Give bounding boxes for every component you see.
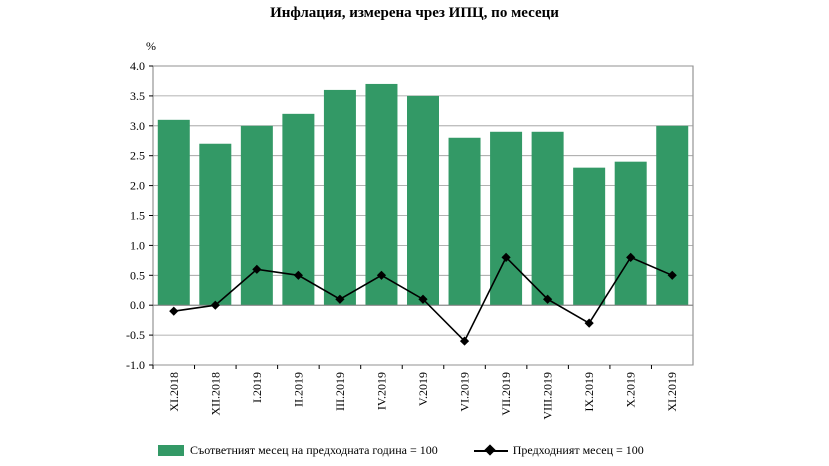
x-tick-label: II.2019 xyxy=(291,372,305,407)
line-point xyxy=(376,270,387,280)
line-point xyxy=(210,300,220,310)
legend-label-bars: Съответният месец на предходната година … xyxy=(190,443,438,457)
bar xyxy=(323,89,356,306)
legend: Съответният месец на предходната година … xyxy=(158,443,680,458)
x-tick-label: IX.2019 xyxy=(582,372,596,412)
line-point xyxy=(169,306,179,316)
y-tick-label: 4.0 xyxy=(130,59,145,73)
y-tick-label: 0.5 xyxy=(130,268,145,282)
line-point xyxy=(501,252,511,262)
x-tick-label: X.2019 xyxy=(624,372,638,408)
bar xyxy=(199,143,232,306)
legend-label-line: Предходният месец = 100 xyxy=(512,443,644,457)
legend-item-bars: Съответният месец на предходната година … xyxy=(158,443,438,458)
x-tick-label: I.2019 xyxy=(250,372,264,403)
line-point xyxy=(459,336,470,346)
legend-symbol-line xyxy=(473,443,508,457)
x-tick-label: VI.2019 xyxy=(458,372,472,412)
bar xyxy=(490,131,523,306)
x-tick-label: V.2019 xyxy=(416,372,430,406)
y-tick-label: 3.0 xyxy=(130,119,145,133)
x-tick-label: VII.2019 xyxy=(499,372,513,416)
bar xyxy=(448,137,481,306)
legend-swatch-bars xyxy=(158,445,184,456)
bar xyxy=(157,119,190,306)
line-point xyxy=(626,252,636,262)
y-tick-label: 1.5 xyxy=(130,209,145,223)
bar xyxy=(407,95,439,306)
bar xyxy=(365,83,398,306)
y-tick-label: 0.0 xyxy=(130,298,145,312)
y-tick-label: 2.5 xyxy=(130,149,145,163)
bar xyxy=(240,125,273,306)
line-point xyxy=(543,294,553,304)
line-point xyxy=(293,270,303,280)
y-tick-label: -1.0 xyxy=(126,358,145,372)
x-tick-label: XI.2019 xyxy=(665,372,679,412)
y-axis-unit: % xyxy=(146,39,156,53)
bar xyxy=(531,131,564,306)
line-point xyxy=(335,294,345,304)
legend-item-line: Предходният месец = 100 xyxy=(473,443,644,458)
line-point xyxy=(584,318,594,328)
x-tick-label: III.2019 xyxy=(333,372,347,411)
x-tick-label: XI.2018 xyxy=(167,372,181,412)
y-tick-label: 1.0 xyxy=(130,238,145,252)
bar xyxy=(614,161,647,306)
y-tick-label: 2.0 xyxy=(130,179,145,193)
y-tick-label: -0.5 xyxy=(126,328,145,342)
line-point xyxy=(418,294,428,304)
line-point xyxy=(667,270,677,280)
y-tick-label: 3.5 xyxy=(130,89,145,103)
bar xyxy=(573,167,606,306)
line-point xyxy=(252,264,262,274)
x-tick-label: VIII.2019 xyxy=(541,372,555,420)
x-tick-label: XII.2018 xyxy=(208,372,222,416)
x-tick-label: IV.2019 xyxy=(374,372,388,410)
chart-title: Инфлация, измерена чрез ИПЦ, по месеци xyxy=(270,5,559,21)
